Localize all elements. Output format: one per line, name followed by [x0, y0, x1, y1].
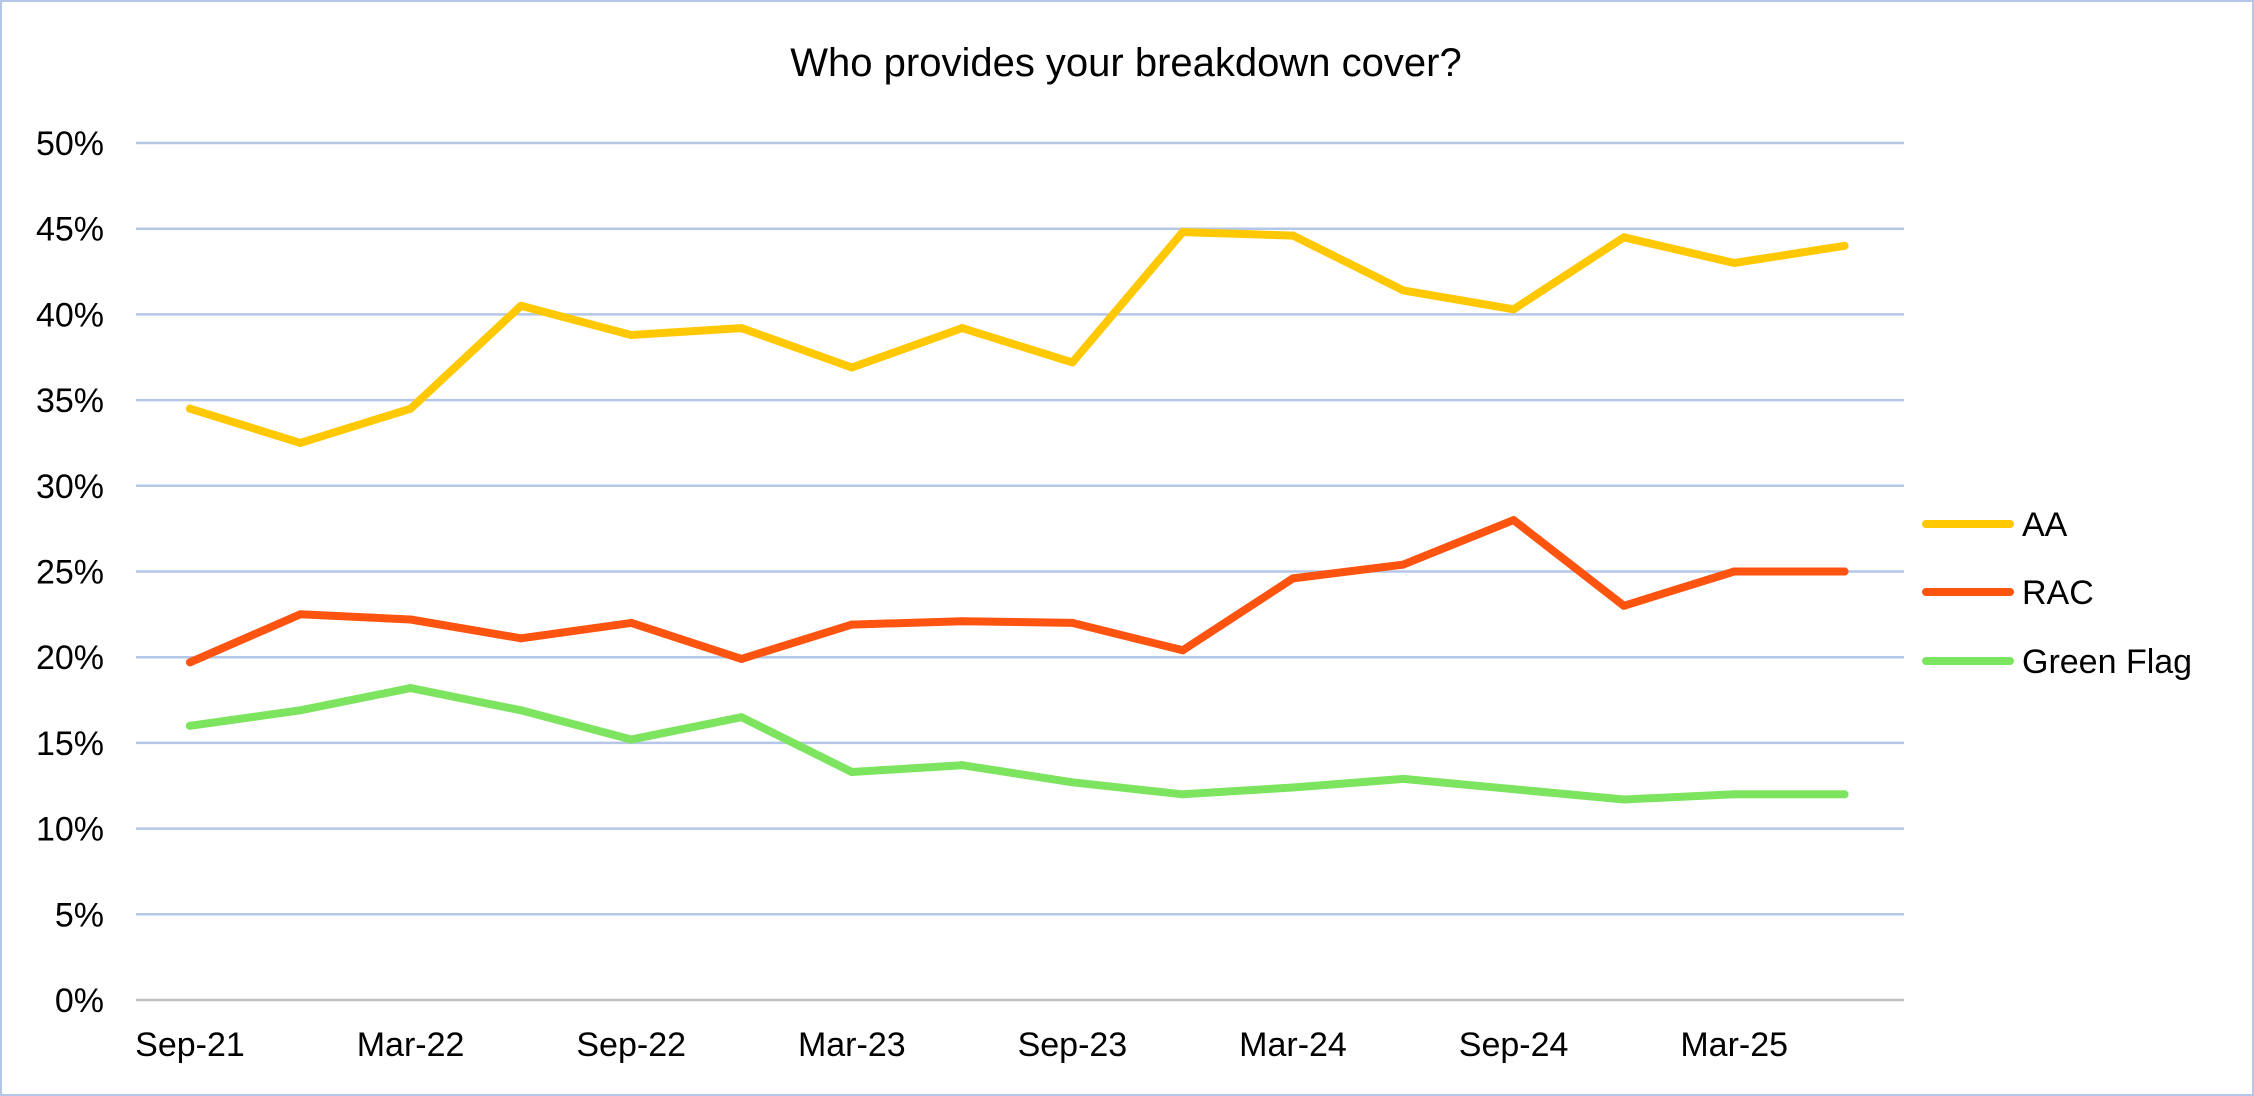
- x-axis: Sep-21 Mar-22 Sep-22 Mar-23 Sep-23 Mar-24 Sep-…: [135, 1026, 1788, 1064]
- data-point: [1619, 601, 1628, 610]
- data-point: [1178, 790, 1187, 799]
- data-point: [847, 363, 856, 372]
- data-point: [627, 735, 636, 744]
- data-point: [847, 620, 856, 629]
- data-point: [406, 615, 415, 624]
- data-point: [296, 610, 305, 619]
- x-tick-label: Mar-24: [1239, 1026, 1347, 1064]
- data-point: [958, 617, 967, 626]
- data-point: [1509, 516, 1518, 525]
- data-point: [1289, 231, 1297, 240]
- series-lines: [186, 228, 1849, 804]
- data-point: [186, 721, 194, 730]
- data-point: [1068, 778, 1077, 787]
- y-tick-label: 45%: [36, 211, 104, 249]
- data-point: [737, 324, 746, 333]
- data-point: [1619, 233, 1628, 242]
- data-point: [627, 330, 636, 339]
- data-point: [1840, 567, 1849, 576]
- data-point: [1730, 567, 1739, 576]
- gridlines: [136, 141, 1904, 1002]
- legend-label: Green Flag: [2022, 643, 2192, 681]
- data-point: [1730, 258, 1739, 267]
- y-tick-label: 15%: [36, 725, 104, 763]
- data-point: [1068, 618, 1077, 627]
- x-tick-label: Mar-22: [357, 1026, 465, 1064]
- data-point: [958, 324, 967, 333]
- data-point: [1178, 228, 1187, 237]
- y-tick-label: 0%: [55, 982, 104, 1020]
- data-point: [1619, 795, 1628, 804]
- data-point: [1399, 774, 1408, 783]
- data-point: [1289, 783, 1297, 792]
- x-tick-label: Mar-23: [798, 1026, 906, 1064]
- data-point: [186, 658, 194, 667]
- data-point: [516, 706, 525, 715]
- legend-label: AA: [2022, 506, 2068, 544]
- y-tick-label: 30%: [36, 468, 104, 506]
- y-tick-label: 35%: [36, 382, 104, 420]
- series-line-rac: [186, 516, 1849, 667]
- x-tick-label: Mar-25: [1680, 1026, 1788, 1064]
- data-point: [1730, 790, 1739, 799]
- data-point: [1840, 790, 1849, 799]
- data-point: [737, 654, 746, 663]
- data-point: [1509, 785, 1518, 794]
- data-point: [627, 618, 636, 627]
- data-point: [516, 301, 525, 310]
- data-point: [516, 634, 525, 643]
- x-tick-label: Sep-21: [135, 1026, 245, 1064]
- y-axis: 0% 5% 10% 15% 20% 25% 30% 35% 40% 45% 50%: [36, 125, 104, 1020]
- data-point: [847, 768, 856, 777]
- data-point: [1509, 305, 1518, 314]
- data-point: [296, 438, 305, 447]
- chart-title: Who provides your breakdown cover?: [790, 41, 1461, 85]
- x-tick-label: Sep-24: [1459, 1026, 1569, 1064]
- y-tick-label: 40%: [36, 296, 104, 334]
- data-point: [296, 706, 305, 715]
- y-tick-label: 20%: [36, 639, 104, 677]
- x-tick-label: Sep-23: [1018, 1026, 1128, 1064]
- series-line-aa: [186, 228, 1849, 447]
- legend: AA RAC Green Flag: [1922, 506, 2192, 681]
- y-tick-label: 10%: [36, 811, 104, 849]
- y-tick-label: 25%: [36, 554, 104, 592]
- legend-label: RAC: [2022, 574, 2094, 612]
- data-point: [1289, 574, 1297, 583]
- y-tick-label: 50%: [36, 125, 104, 163]
- data-point: [186, 404, 194, 413]
- data-point: [1178, 646, 1187, 655]
- data-point: [958, 761, 967, 770]
- data-point: [737, 713, 746, 722]
- data-point: [406, 404, 415, 413]
- data-point: [1399, 560, 1408, 569]
- data-point: [1399, 286, 1408, 295]
- y-tick-label: 5%: [55, 896, 104, 934]
- data-point: [1068, 358, 1077, 367]
- series-line-green-flag: [186, 684, 1849, 804]
- x-tick-label: Sep-22: [576, 1026, 686, 1064]
- data-point: [406, 684, 415, 693]
- data-point: [1840, 241, 1849, 250]
